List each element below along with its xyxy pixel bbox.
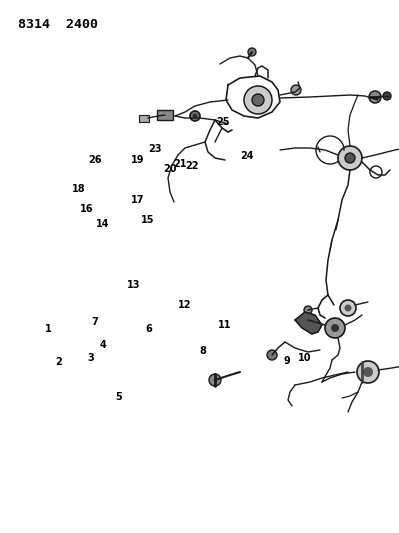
Text: 22: 22 <box>185 161 198 171</box>
Polygon shape <box>295 312 322 334</box>
Circle shape <box>357 361 379 383</box>
Text: 6: 6 <box>146 324 152 334</box>
Circle shape <box>291 85 301 95</box>
Text: 18: 18 <box>72 184 86 194</box>
Circle shape <box>325 318 345 338</box>
Circle shape <box>267 350 277 360</box>
Circle shape <box>383 92 391 100</box>
Text: 13: 13 <box>127 280 140 290</box>
Text: 26: 26 <box>88 155 102 165</box>
Text: 10: 10 <box>298 353 311 363</box>
Text: 16: 16 <box>80 204 94 214</box>
Text: 8314  2400: 8314 2400 <box>18 18 98 31</box>
Text: 19: 19 <box>131 155 144 165</box>
Circle shape <box>248 48 256 56</box>
Circle shape <box>363 367 373 377</box>
Text: 17: 17 <box>131 195 144 205</box>
Text: 7: 7 <box>92 318 98 327</box>
Text: 1: 1 <box>45 325 51 334</box>
Text: 8: 8 <box>199 346 206 356</box>
Circle shape <box>190 111 200 121</box>
Text: 15: 15 <box>141 215 154 225</box>
Circle shape <box>252 94 264 106</box>
Bar <box>139 115 149 122</box>
Text: 4: 4 <box>100 341 106 350</box>
Text: 25: 25 <box>217 117 230 126</box>
Text: 11: 11 <box>218 320 231 330</box>
Text: 9: 9 <box>284 356 290 366</box>
Text: 2: 2 <box>56 358 62 367</box>
Circle shape <box>209 374 221 386</box>
Circle shape <box>340 300 356 316</box>
Text: 14: 14 <box>96 219 110 229</box>
Circle shape <box>244 86 272 114</box>
Circle shape <box>369 91 381 103</box>
Circle shape <box>338 146 362 170</box>
Text: 23: 23 <box>148 144 162 154</box>
Circle shape <box>345 153 355 163</box>
Text: 24: 24 <box>240 151 253 161</box>
Circle shape <box>331 324 339 332</box>
Text: 5: 5 <box>116 392 122 402</box>
Circle shape <box>344 304 352 311</box>
Text: 21: 21 <box>174 159 187 168</box>
Bar <box>157 110 173 120</box>
Text: 12: 12 <box>178 301 191 310</box>
Circle shape <box>304 306 312 314</box>
Text: 20: 20 <box>163 165 176 174</box>
Text: 3: 3 <box>88 353 94 363</box>
Circle shape <box>192 114 198 118</box>
